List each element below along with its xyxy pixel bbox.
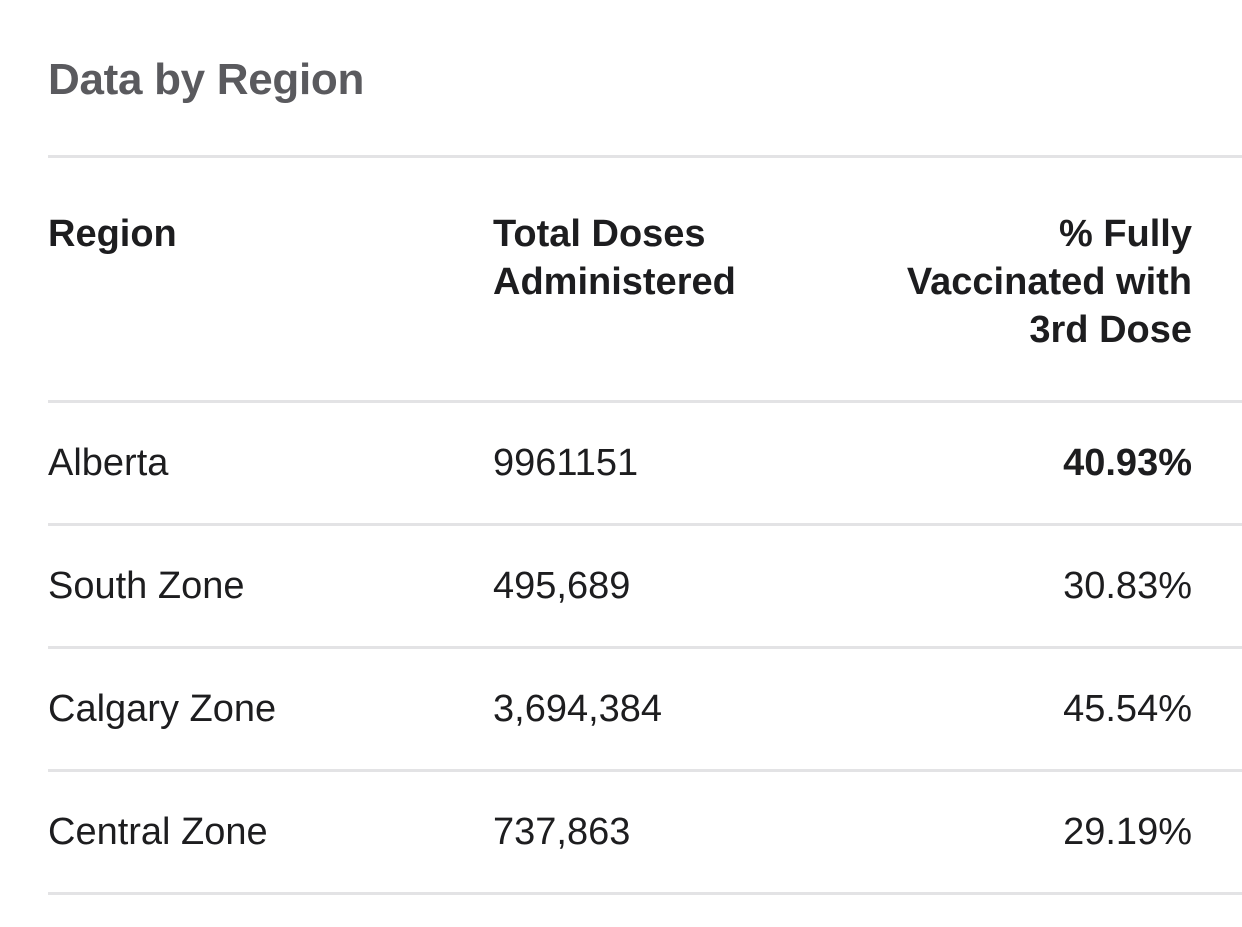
percent-vaccinated-value: 30.83% — [1063, 565, 1192, 607]
table-divider — [48, 400, 1242, 403]
page-title: Data by Region — [48, 55, 365, 104]
total-doses-value: 737,863 — [493, 811, 631, 853]
total-doses-value: 9961151 — [493, 442, 639, 484]
table-row-calgary-zone: Calgary Zone 3,694,384 45.54% — [48, 649, 1242, 769]
column-header-percent-vaccinated: % Fully Vaccinated with 3rd Dose — [906, 213, 1192, 351]
table-divider — [48, 646, 1242, 649]
total-doses-value: 495,689 — [493, 565, 631, 607]
percent-vaccinated-value: 29.19% — [1063, 811, 1192, 853]
region-name: Central Zone — [48, 811, 268, 853]
region-table: Region Total Doses Administered % Fully … — [48, 155, 1242, 895]
percent-vaccinated-value: 40.93% — [1063, 442, 1192, 484]
table-row-south-zone: South Zone 495,689 30.83% — [48, 526, 1242, 646]
table-header-row: Region Total Doses Administered % Fully … — [48, 158, 1242, 400]
table-divider — [48, 769, 1242, 772]
region-name: Alberta — [48, 442, 169, 484]
percent-vaccinated-value: 45.54% — [1063, 688, 1192, 730]
column-header-total-doses: Total Doses Administered — [493, 213, 736, 303]
column-header-region: Region — [48, 213, 177, 255]
table-row-central-zone: Central Zone 737,863 29.19% — [48, 772, 1242, 892]
table-divider — [48, 523, 1242, 526]
table-divider — [48, 892, 1242, 895]
table-row-alberta: Alberta 9961151 40.93% — [48, 403, 1242, 523]
region-name: South Zone — [48, 565, 245, 607]
total-doses-value: 3,694,384 — [493, 688, 663, 730]
table-divider — [48, 155, 1242, 158]
region-name: Calgary Zone — [48, 688, 277, 730]
